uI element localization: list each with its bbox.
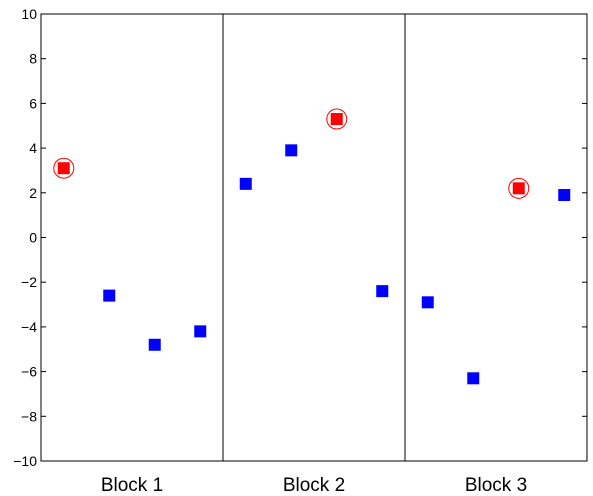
y-tick-label: 10: [21, 6, 37, 22]
y-tick-label: −6: [21, 364, 37, 380]
y-tick-label: −4: [21, 319, 37, 335]
y-tick-label: −2: [21, 274, 37, 290]
data-point: [239, 177, 252, 190]
block-label: Block 3: [465, 475, 527, 496]
data-point: [467, 372, 480, 385]
highlight-ring: [326, 108, 348, 130]
data-point: [194, 325, 207, 338]
highlighted-point: [512, 182, 525, 195]
y-axis: −10 −8 −6 −4 −2 0 2 4 6 8 10: [13, 6, 587, 469]
y-tick-label: 8: [29, 51, 37, 67]
data-point: [103, 289, 116, 302]
data-point: [285, 144, 298, 157]
y-tick-label: 0: [29, 230, 37, 246]
block-label: Block 1: [101, 475, 163, 496]
block-labels: Block 1 Block 2 Block 3: [101, 475, 527, 496]
y-tick-label: −8: [21, 408, 37, 424]
block-dividers: [222, 14, 406, 461]
plot-area: [40, 13, 588, 462]
data-points: [53, 108, 571, 385]
y-tick-label: 4: [29, 140, 37, 156]
highlight-ring: [53, 157, 75, 179]
block-label: Block 2: [283, 475, 345, 496]
y-tick-label: −10: [13, 453, 37, 469]
data-point: [558, 189, 571, 202]
data-point: [421, 296, 434, 309]
highlight-ring: [508, 177, 530, 199]
highlighted-point: [57, 162, 70, 175]
y-tick-label: 2: [29, 185, 37, 201]
data-point: [376, 285, 389, 298]
y-tick-label: 6: [29, 95, 37, 111]
data-point: [148, 338, 161, 351]
highlighted-point: [330, 113, 343, 126]
